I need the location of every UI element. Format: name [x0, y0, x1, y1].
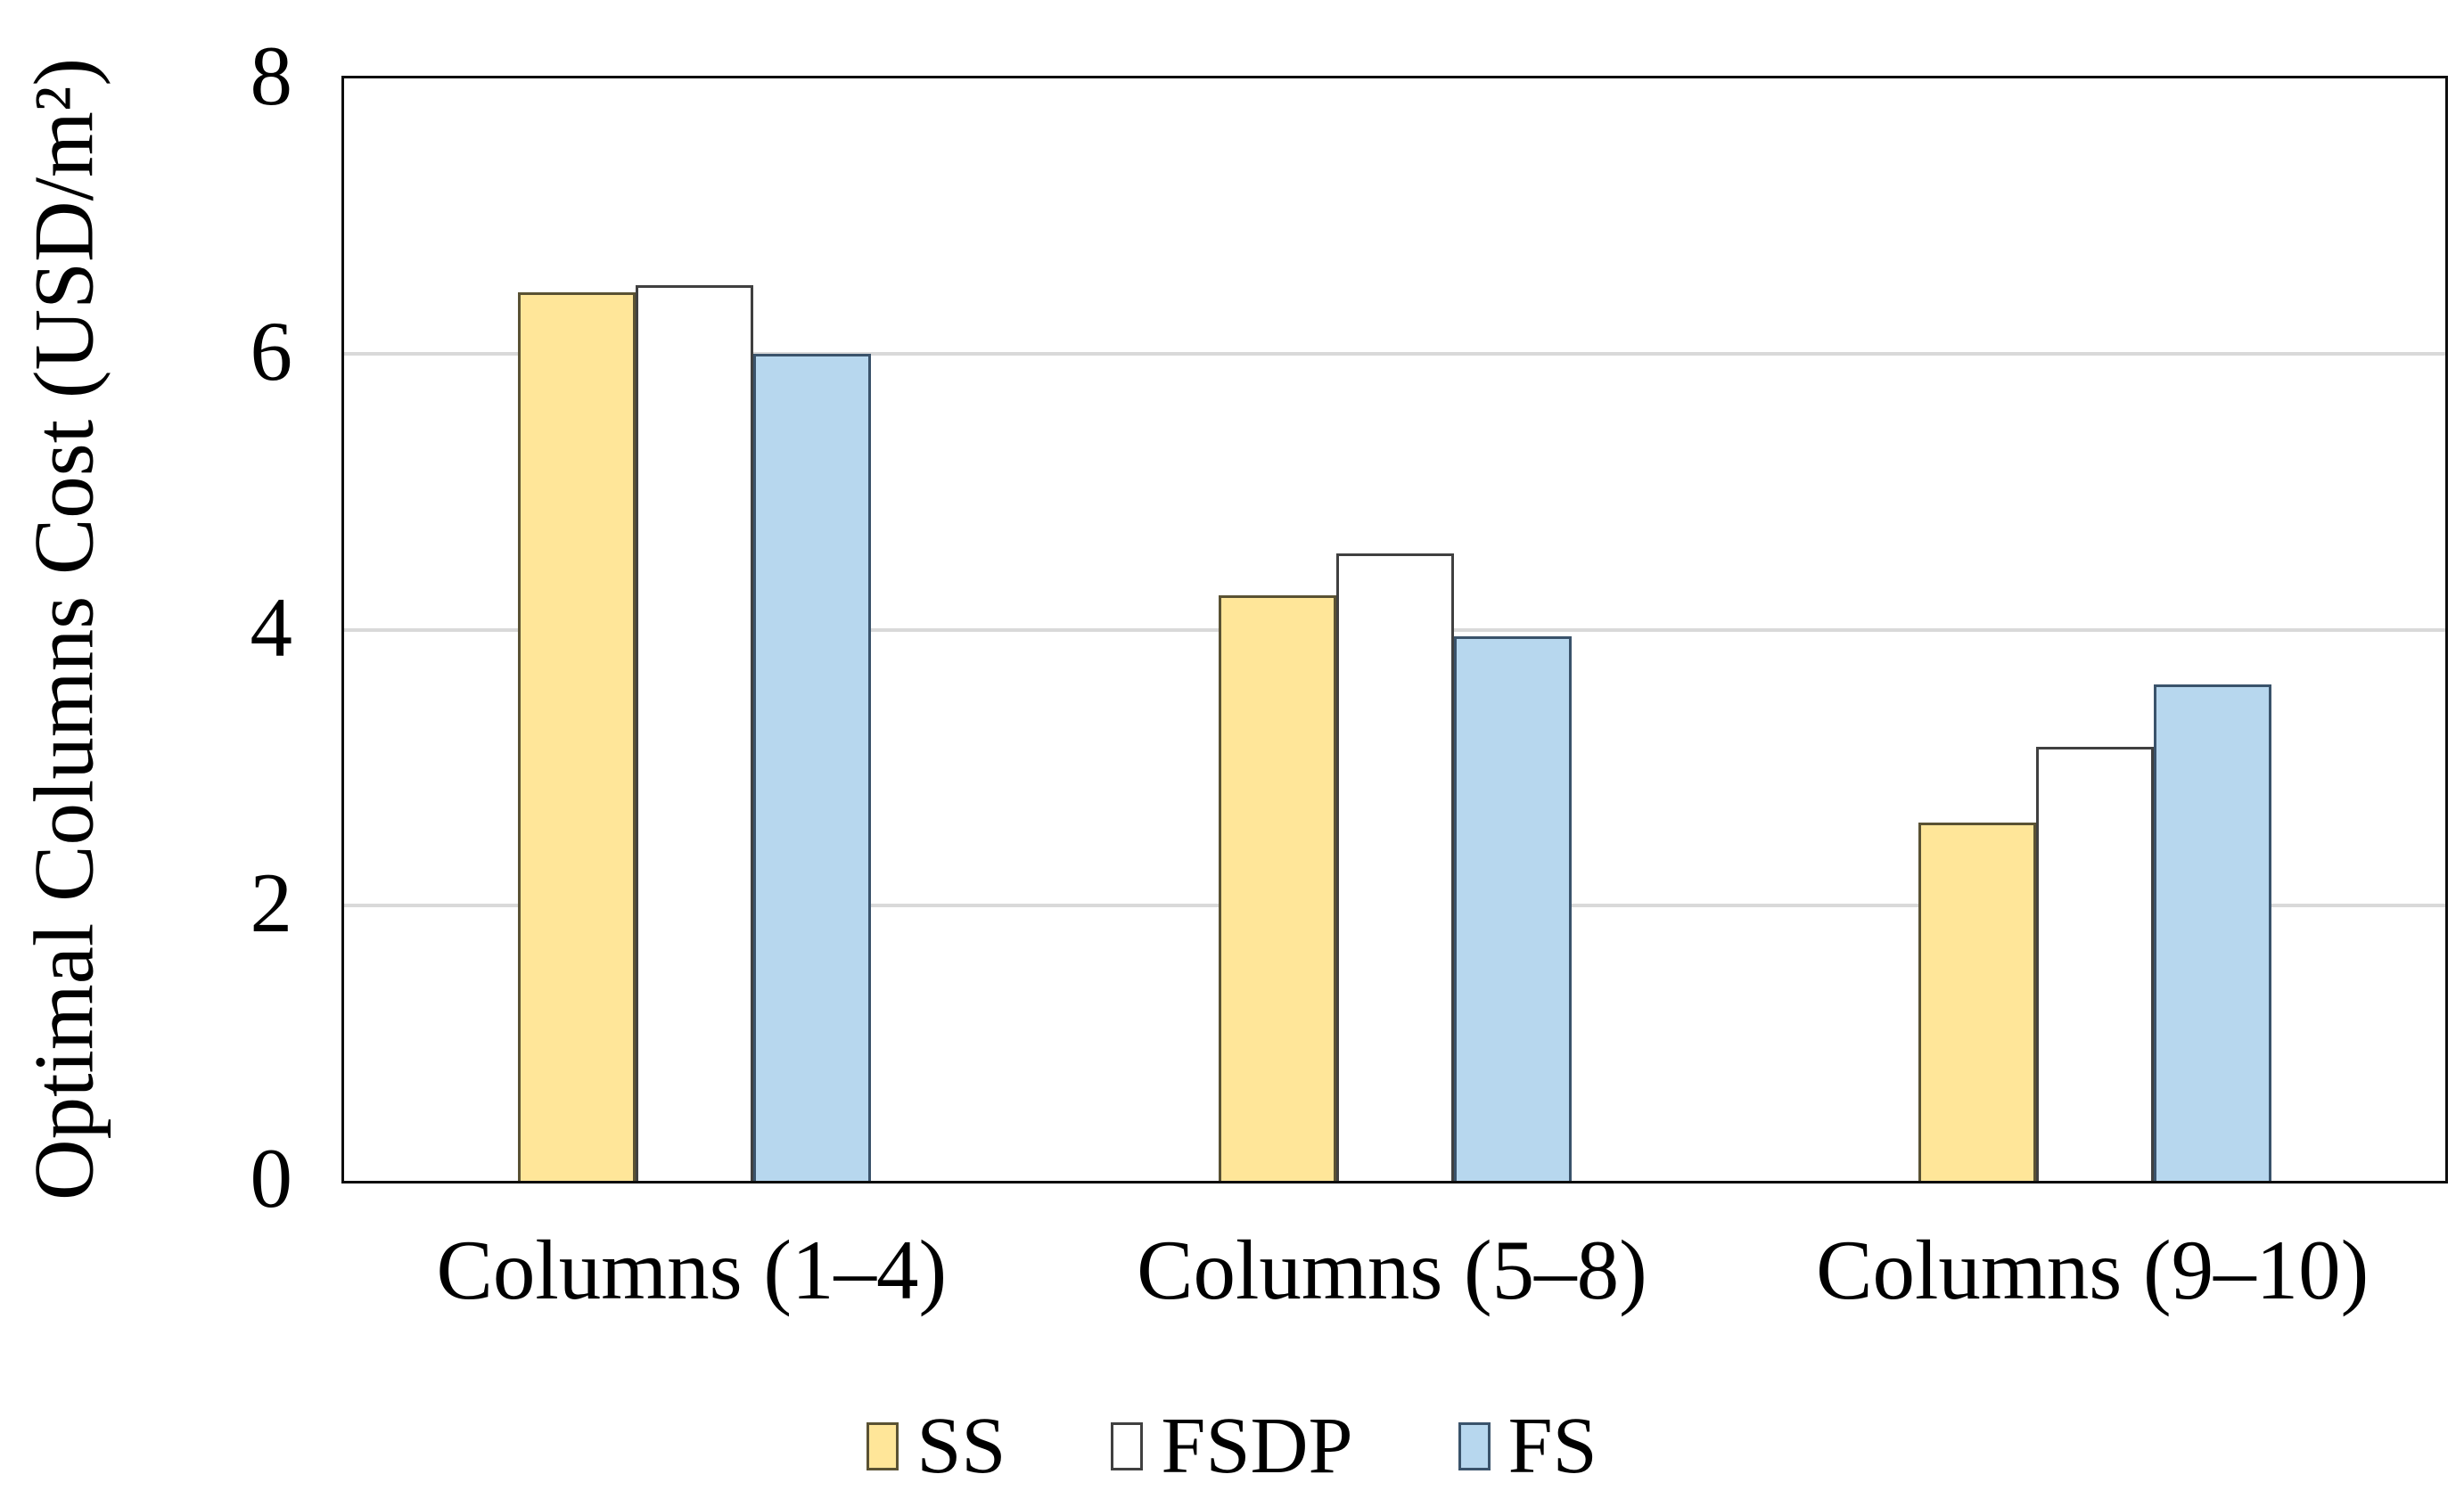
- bar-fsdp-cat3: [2036, 746, 2155, 1181]
- legend-swatch-fsdp: [1111, 1422, 1144, 1470]
- legend: SS FSDP FS: [0, 1406, 2464, 1487]
- legend-swatch-fs: [1458, 1422, 1491, 1470]
- legend-label-fs: FS: [1507, 1402, 1597, 1490]
- legend-item-fs: FS: [1458, 1406, 1597, 1487]
- bar-ss-cat1: [517, 291, 636, 1181]
- x-category-label-1: Columns (1–4): [436, 1223, 948, 1317]
- x-category-label-2: Columns (5–8): [1137, 1223, 1647, 1317]
- legend-item-ss: SS: [867, 1406, 1006, 1487]
- legend-swatch-ss: [867, 1422, 899, 1470]
- x-category-label-3: Columns (9–10): [1816, 1223, 2370, 1317]
- bar-ss-cat3: [1918, 822, 2037, 1181]
- bar-fsdp-cat1: [635, 284, 753, 1181]
- y-tick-label-2: 2: [250, 855, 293, 950]
- legend-label-fsdp: FSDP: [1161, 1402, 1353, 1490]
- y-tick-label-4: 4: [250, 579, 293, 675]
- bar-fs-cat2: [1453, 636, 1572, 1181]
- bar-ss-cat2: [1218, 594, 1336, 1181]
- gridline-6: [344, 352, 2445, 356]
- y-tick-label-8: 8: [250, 29, 293, 123]
- bar-fs-cat3: [2154, 684, 2272, 1181]
- legend-item-fsdp: FSDP: [1111, 1402, 1353, 1490]
- legend-label-ss: SS: [916, 1402, 1006, 1490]
- y-tick-label-0: 0: [250, 1131, 293, 1225]
- y-tick-label-6: 6: [250, 304, 293, 399]
- plot-area: [341, 76, 2448, 1183]
- bar-fsdp-cat2: [1335, 553, 1454, 1181]
- bar-fs-cat1: [752, 354, 871, 1181]
